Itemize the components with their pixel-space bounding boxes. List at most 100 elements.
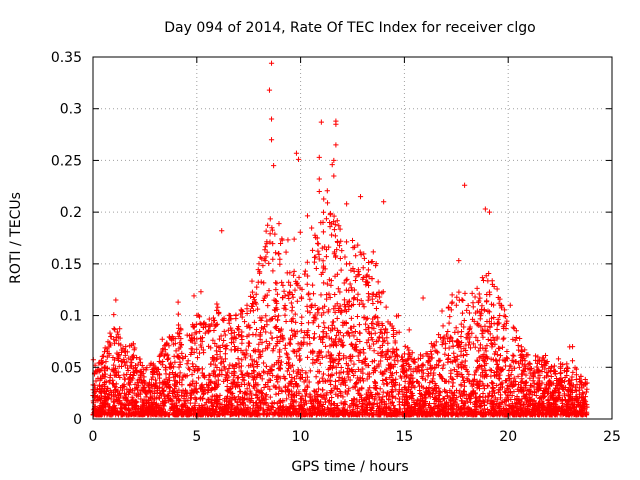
data-point <box>302 268 308 274</box>
data-point <box>474 358 481 364</box>
data-point <box>340 333 347 339</box>
data-point <box>456 258 462 264</box>
data-point <box>177 410 183 417</box>
data-point <box>460 297 466 304</box>
data-point <box>258 387 264 393</box>
data-point <box>185 358 191 364</box>
data-point <box>466 342 472 348</box>
data-point <box>346 298 353 304</box>
data-point <box>331 227 338 233</box>
data-point <box>154 366 160 372</box>
data-point <box>261 384 267 391</box>
data-point <box>192 389 198 395</box>
data-point <box>497 401 503 407</box>
data-point <box>295 367 301 373</box>
data-point <box>228 340 235 346</box>
data-point <box>330 358 336 364</box>
data-point <box>341 301 348 308</box>
data-point <box>111 340 118 346</box>
data-point <box>572 411 578 417</box>
data-point <box>423 385 429 392</box>
data-point <box>297 375 303 382</box>
data-point <box>515 382 522 388</box>
data-point <box>409 385 415 391</box>
data-point <box>113 337 119 343</box>
data-point <box>229 370 235 377</box>
data-point <box>314 357 320 364</box>
data-point <box>318 336 324 342</box>
data-point <box>489 380 495 386</box>
data-point <box>344 407 350 413</box>
data-point <box>263 363 270 370</box>
data-point <box>235 374 241 381</box>
data-point <box>236 364 242 370</box>
data-point <box>364 394 370 400</box>
data-point <box>375 279 381 285</box>
data-point <box>326 397 333 404</box>
data-point <box>497 312 503 319</box>
data-point <box>299 367 305 374</box>
data-point <box>96 382 103 388</box>
data-point <box>245 340 251 346</box>
data-point <box>171 382 178 388</box>
data-point <box>91 407 97 413</box>
data-point <box>351 268 357 274</box>
data-point <box>327 355 333 361</box>
data-point <box>158 351 165 357</box>
data-point <box>160 401 166 407</box>
data-point <box>422 377 429 383</box>
data-point <box>320 387 326 393</box>
data-point <box>347 281 353 287</box>
data-point <box>271 400 277 406</box>
data-point <box>332 325 338 331</box>
data-point <box>244 333 250 340</box>
data-point <box>529 392 535 398</box>
data-point <box>520 353 527 359</box>
data-point <box>496 300 502 306</box>
data-point <box>91 411 97 417</box>
data-point <box>469 383 475 389</box>
data-point <box>477 393 483 400</box>
data-point <box>484 298 490 304</box>
data-point <box>111 336 117 342</box>
data-point <box>360 346 366 353</box>
data-point <box>107 410 113 416</box>
data-point <box>124 386 130 392</box>
data-point <box>379 320 385 327</box>
data-point <box>352 384 358 390</box>
data-point <box>289 318 295 325</box>
data-point <box>511 365 518 371</box>
data-point <box>415 363 421 369</box>
data-point <box>346 287 352 294</box>
data-point <box>493 349 499 355</box>
data-point <box>445 328 451 335</box>
data-point <box>450 383 456 389</box>
data-point <box>274 317 281 323</box>
data-point <box>241 377 247 383</box>
data-point <box>544 385 550 391</box>
data-point <box>161 378 167 384</box>
data-point <box>505 382 511 389</box>
data-point <box>365 362 372 369</box>
data-point <box>496 386 502 393</box>
data-point <box>338 381 344 387</box>
data-point <box>535 375 541 381</box>
data-point <box>467 399 474 405</box>
data-point <box>191 336 198 342</box>
data-point <box>277 354 283 360</box>
data-point <box>151 363 157 369</box>
data-point <box>489 399 496 405</box>
data-point <box>192 402 198 409</box>
data-point <box>308 305 315 311</box>
data-point <box>324 291 330 298</box>
data-point <box>385 405 391 411</box>
data-point <box>378 358 384 364</box>
data-point <box>183 404 189 410</box>
data-point <box>334 271 341 277</box>
data-point <box>102 409 108 415</box>
data-point <box>209 399 215 405</box>
data-point <box>328 232 335 238</box>
data-point <box>273 323 279 330</box>
data-point <box>208 378 214 384</box>
data-point <box>175 311 181 317</box>
